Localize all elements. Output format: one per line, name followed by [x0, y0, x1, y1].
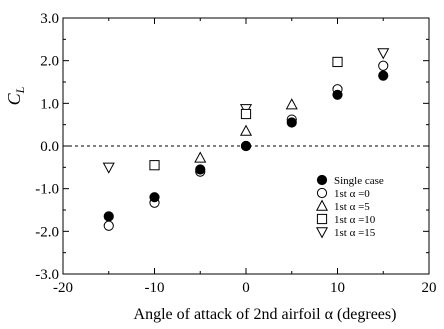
legend-label: Single case	[334, 175, 384, 187]
x-tick-label: -20	[53, 280, 73, 296]
y-axis-label-sub: L	[13, 86, 27, 94]
y-axis-label: CL	[4, 86, 27, 105]
y-tick-label: -1.0	[35, 182, 59, 198]
y-tick-label: -3.0	[35, 267, 59, 283]
data-point	[103, 211, 114, 222]
legend-marker	[315, 199, 329, 211]
x-axis-label: Angle of attack of 2nd airfoil α (degree…	[134, 306, 397, 323]
data-point	[286, 117, 297, 128]
data-point	[102, 162, 115, 174]
x-tick-label: 10	[330, 280, 345, 296]
legend-label: 1st α =10	[334, 214, 376, 226]
legend-label: 1st α =0	[334, 188, 370, 200]
y-tick-label: -2.0	[35, 224, 59, 240]
x-tick-label: -10	[145, 280, 165, 296]
data-point	[240, 108, 252, 120]
y-tick-label: 3.0	[40, 11, 59, 27]
data-point	[378, 60, 389, 71]
axes: -20 -10 0 10 20 -3.0 -2.0 -1.0 0.0 1.0 2.0 3.0	[35, 11, 436, 296]
legend-marker	[316, 187, 328, 199]
data-point	[149, 192, 160, 203]
legend-label: 1st α =15	[334, 227, 376, 239]
data-point	[378, 70, 389, 81]
legend-label: 1st α =5	[334, 201, 370, 213]
y-tick-label: 1.0	[40, 96, 59, 112]
data-point	[149, 160, 160, 171]
y-tick-label: 0.0	[40, 139, 59, 155]
data-point	[240, 140, 252, 152]
data-point	[285, 98, 298, 110]
legend-marker	[316, 174, 328, 186]
x-tick-label: 0	[242, 280, 250, 296]
data-points	[102, 48, 390, 231]
data-point	[239, 124, 253, 136]
data-point	[194, 151, 207, 163]
y-axis-label-main: C	[4, 92, 24, 105]
data-point	[103, 220, 114, 231]
data-point	[332, 89, 343, 100]
x-tick-label: 20	[422, 280, 437, 296]
legend-marker	[315, 227, 329, 239]
data-point	[195, 164, 206, 175]
legend-marker	[316, 213, 328, 225]
data-point	[332, 56, 343, 68]
y-tick-label: 2.0	[40, 54, 59, 70]
data-point	[377, 48, 390, 60]
